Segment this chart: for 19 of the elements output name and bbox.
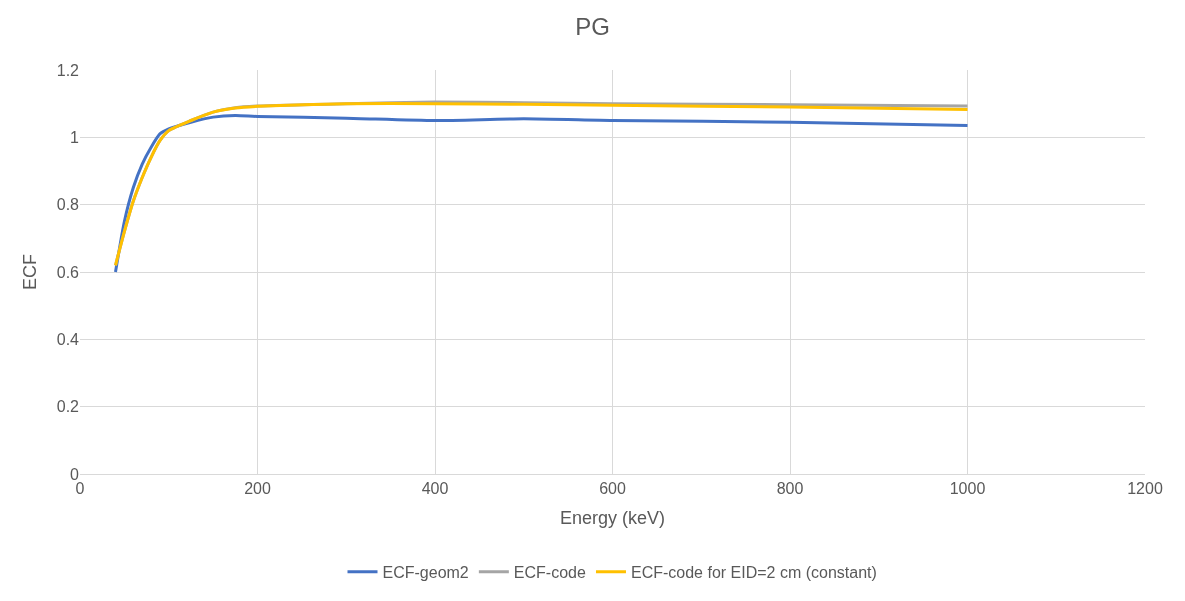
legend-label: ECF-geom2 xyxy=(382,563,469,581)
x-tick-label: 600 xyxy=(599,480,626,498)
x-tick-label: 1000 xyxy=(949,480,986,498)
y-tick-label: 1.2 xyxy=(56,61,80,79)
y-tick-label: 0.2 xyxy=(56,398,80,416)
y-axis-title: ECF xyxy=(19,254,40,290)
y-tick-label: 1 xyxy=(70,128,80,146)
x-tick-label: 200 xyxy=(244,480,271,498)
x-tick-label: 800 xyxy=(776,480,804,498)
x-axis-title: Energy (keV) xyxy=(559,508,666,529)
legend-label: ECF-code xyxy=(513,563,586,581)
chart-title: PG xyxy=(575,13,610,40)
y-tick-label: 0 xyxy=(70,465,80,483)
y-tick-label: 0.8 xyxy=(56,196,80,214)
x-tick-label: 400 xyxy=(421,480,449,498)
legend-label: ECF-code for EID=2 cm (constant) xyxy=(630,563,877,581)
y-tick-label: 0.4 xyxy=(56,330,80,348)
y-tick-label: 0.6 xyxy=(56,263,80,281)
x-tick-label: 1200 xyxy=(1127,480,1163,498)
